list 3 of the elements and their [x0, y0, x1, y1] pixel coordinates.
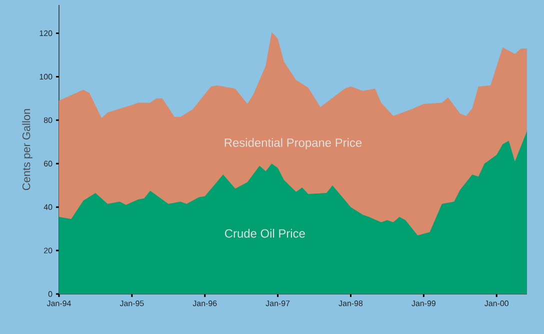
y-axis-title: Cents per Gallon — [22, 109, 32, 190]
series-label: Crude Oil Price — [225, 228, 305, 238]
series-label: Residential Propane Price — [224, 138, 362, 150]
